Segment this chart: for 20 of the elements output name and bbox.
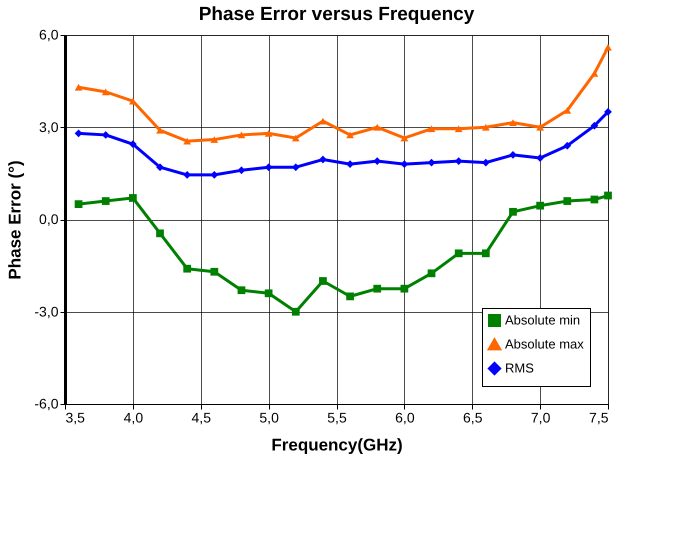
x-tick-label: 6,0	[395, 410, 415, 426]
y-axis-title: Phase Error (°)	[5, 160, 24, 280]
x-tick-label: 7,0	[530, 410, 551, 426]
y-tick-label: 6,0	[39, 26, 59, 42]
chart-title: Phase Error versus Frequency	[198, 4, 475, 25]
x-axis-title: Frequency(GHz)	[271, 436, 403, 454]
x-tick-label: 7,5	[589, 410, 609, 426]
legend-label: RMS	[505, 360, 534, 376]
x-tick-label: 6,5	[463, 410, 483, 426]
legend-label: Absolute min	[505, 312, 580, 328]
x-tick-label: 4,5	[192, 410, 212, 426]
y-tick-label: -3,0	[34, 303, 59, 320]
x-tick-label: 3,5	[66, 410, 86, 426]
y-tick-label: 0,0	[39, 211, 59, 227]
y-tick-label: 3,0	[39, 118, 59, 135]
x-tick-label: 5,0	[259, 410, 280, 426]
x-tick-label: 4,0	[124, 410, 144, 426]
x-tick-label: 5,5	[327, 410, 347, 426]
legend-label: Absolute max	[505, 336, 584, 352]
y-tick-label: -6,0	[34, 396, 59, 412]
